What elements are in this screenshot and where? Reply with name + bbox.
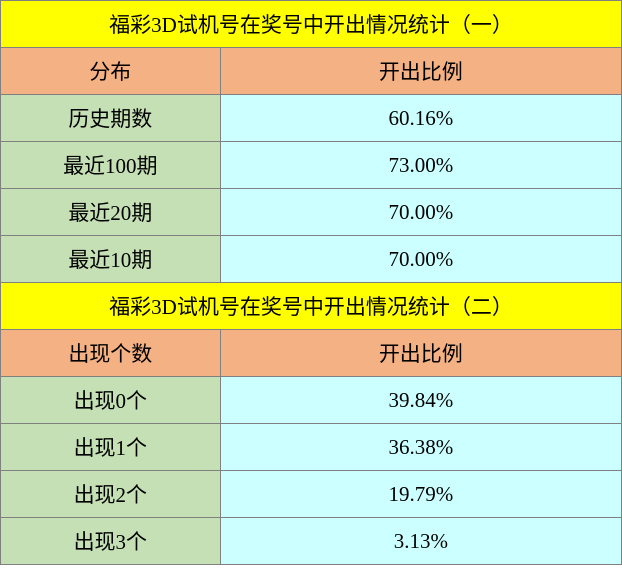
table-row: 出现1个 36.38% — [1, 424, 622, 471]
row-label: 最近100期 — [1, 142, 221, 189]
section1-header-left: 分布 — [1, 48, 221, 95]
row-label: 最近20期 — [1, 189, 221, 236]
section2-header-right: 开出比例 — [220, 330, 621, 377]
row-value: 3.13% — [220, 518, 621, 565]
table-row: 最近100期 73.00% — [1, 142, 622, 189]
table-row: 最近10期 70.00% — [1, 236, 622, 283]
row-value: 36.38% — [220, 424, 621, 471]
stats-table: 福彩3D试机号在奖号中开出情况统计（一） 分布 开出比例 历史期数 60.16%… — [0, 0, 622, 565]
table-row: 历史期数 60.16% — [1, 95, 622, 142]
section1-title-row: 福彩3D试机号在奖号中开出情况统计（一） — [1, 1, 622, 48]
table-row: 出现2个 19.79% — [1, 471, 622, 518]
row-value: 19.79% — [220, 471, 621, 518]
section1-header-right: 开出比例 — [220, 48, 621, 95]
table-row: 出现3个 3.13% — [1, 518, 622, 565]
section2-header-row: 出现个数 开出比例 — [1, 330, 622, 377]
row-value: 39.84% — [220, 377, 621, 424]
row-value: 70.00% — [220, 236, 621, 283]
table-row: 最近20期 70.00% — [1, 189, 622, 236]
row-value: 73.00% — [220, 142, 621, 189]
table-row: 出现0个 39.84% — [1, 377, 622, 424]
row-label: 最近10期 — [1, 236, 221, 283]
row-value: 70.00% — [220, 189, 621, 236]
section2-title: 福彩3D试机号在奖号中开出情况统计（二） — [1, 283, 622, 330]
row-label: 出现2个 — [1, 471, 221, 518]
row-label: 出现3个 — [1, 518, 221, 565]
section2-title-row: 福彩3D试机号在奖号中开出情况统计（二） — [1, 283, 622, 330]
section2-header-left: 出现个数 — [1, 330, 221, 377]
row-value: 60.16% — [220, 95, 621, 142]
section1-title: 福彩3D试机号在奖号中开出情况统计（一） — [1, 1, 622, 48]
section1-header-row: 分布 开出比例 — [1, 48, 622, 95]
row-label: 出现0个 — [1, 377, 221, 424]
row-label: 历史期数 — [1, 95, 221, 142]
row-label: 出现1个 — [1, 424, 221, 471]
